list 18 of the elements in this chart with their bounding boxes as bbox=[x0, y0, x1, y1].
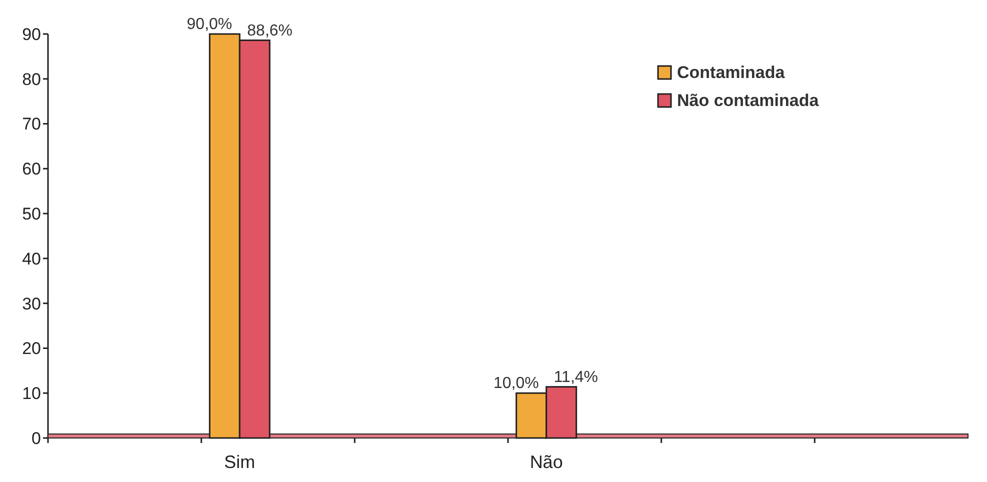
y-tick-label: 50 bbox=[22, 204, 41, 224]
legend-label: Contaminada bbox=[677, 63, 786, 82]
y-tick-label: 20 bbox=[22, 339, 41, 358]
y-tick-label: 90 bbox=[22, 24, 41, 44]
y-tick-label: 30 bbox=[22, 294, 41, 314]
data-label: 88,6% bbox=[247, 22, 293, 40]
data-label: 11,4% bbox=[554, 368, 598, 386]
data-label: 10,0% bbox=[493, 375, 539, 392]
x-tick-label: Não bbox=[530, 452, 563, 472]
x-tick-label: Sim bbox=[224, 452, 256, 472]
y-tick-label: 0 bbox=[32, 428, 41, 448]
y-tick-label: 80 bbox=[22, 70, 41, 89]
data-label: 90,0% bbox=[186, 16, 232, 33]
legend-label: Não contaminada bbox=[677, 91, 820, 110]
y-tick-label: 60 bbox=[22, 160, 41, 179]
y-tick-label: 70 bbox=[22, 114, 41, 134]
y-tick-label: 10 bbox=[22, 384, 41, 404]
y-tick-label: 40 bbox=[22, 249, 41, 268]
